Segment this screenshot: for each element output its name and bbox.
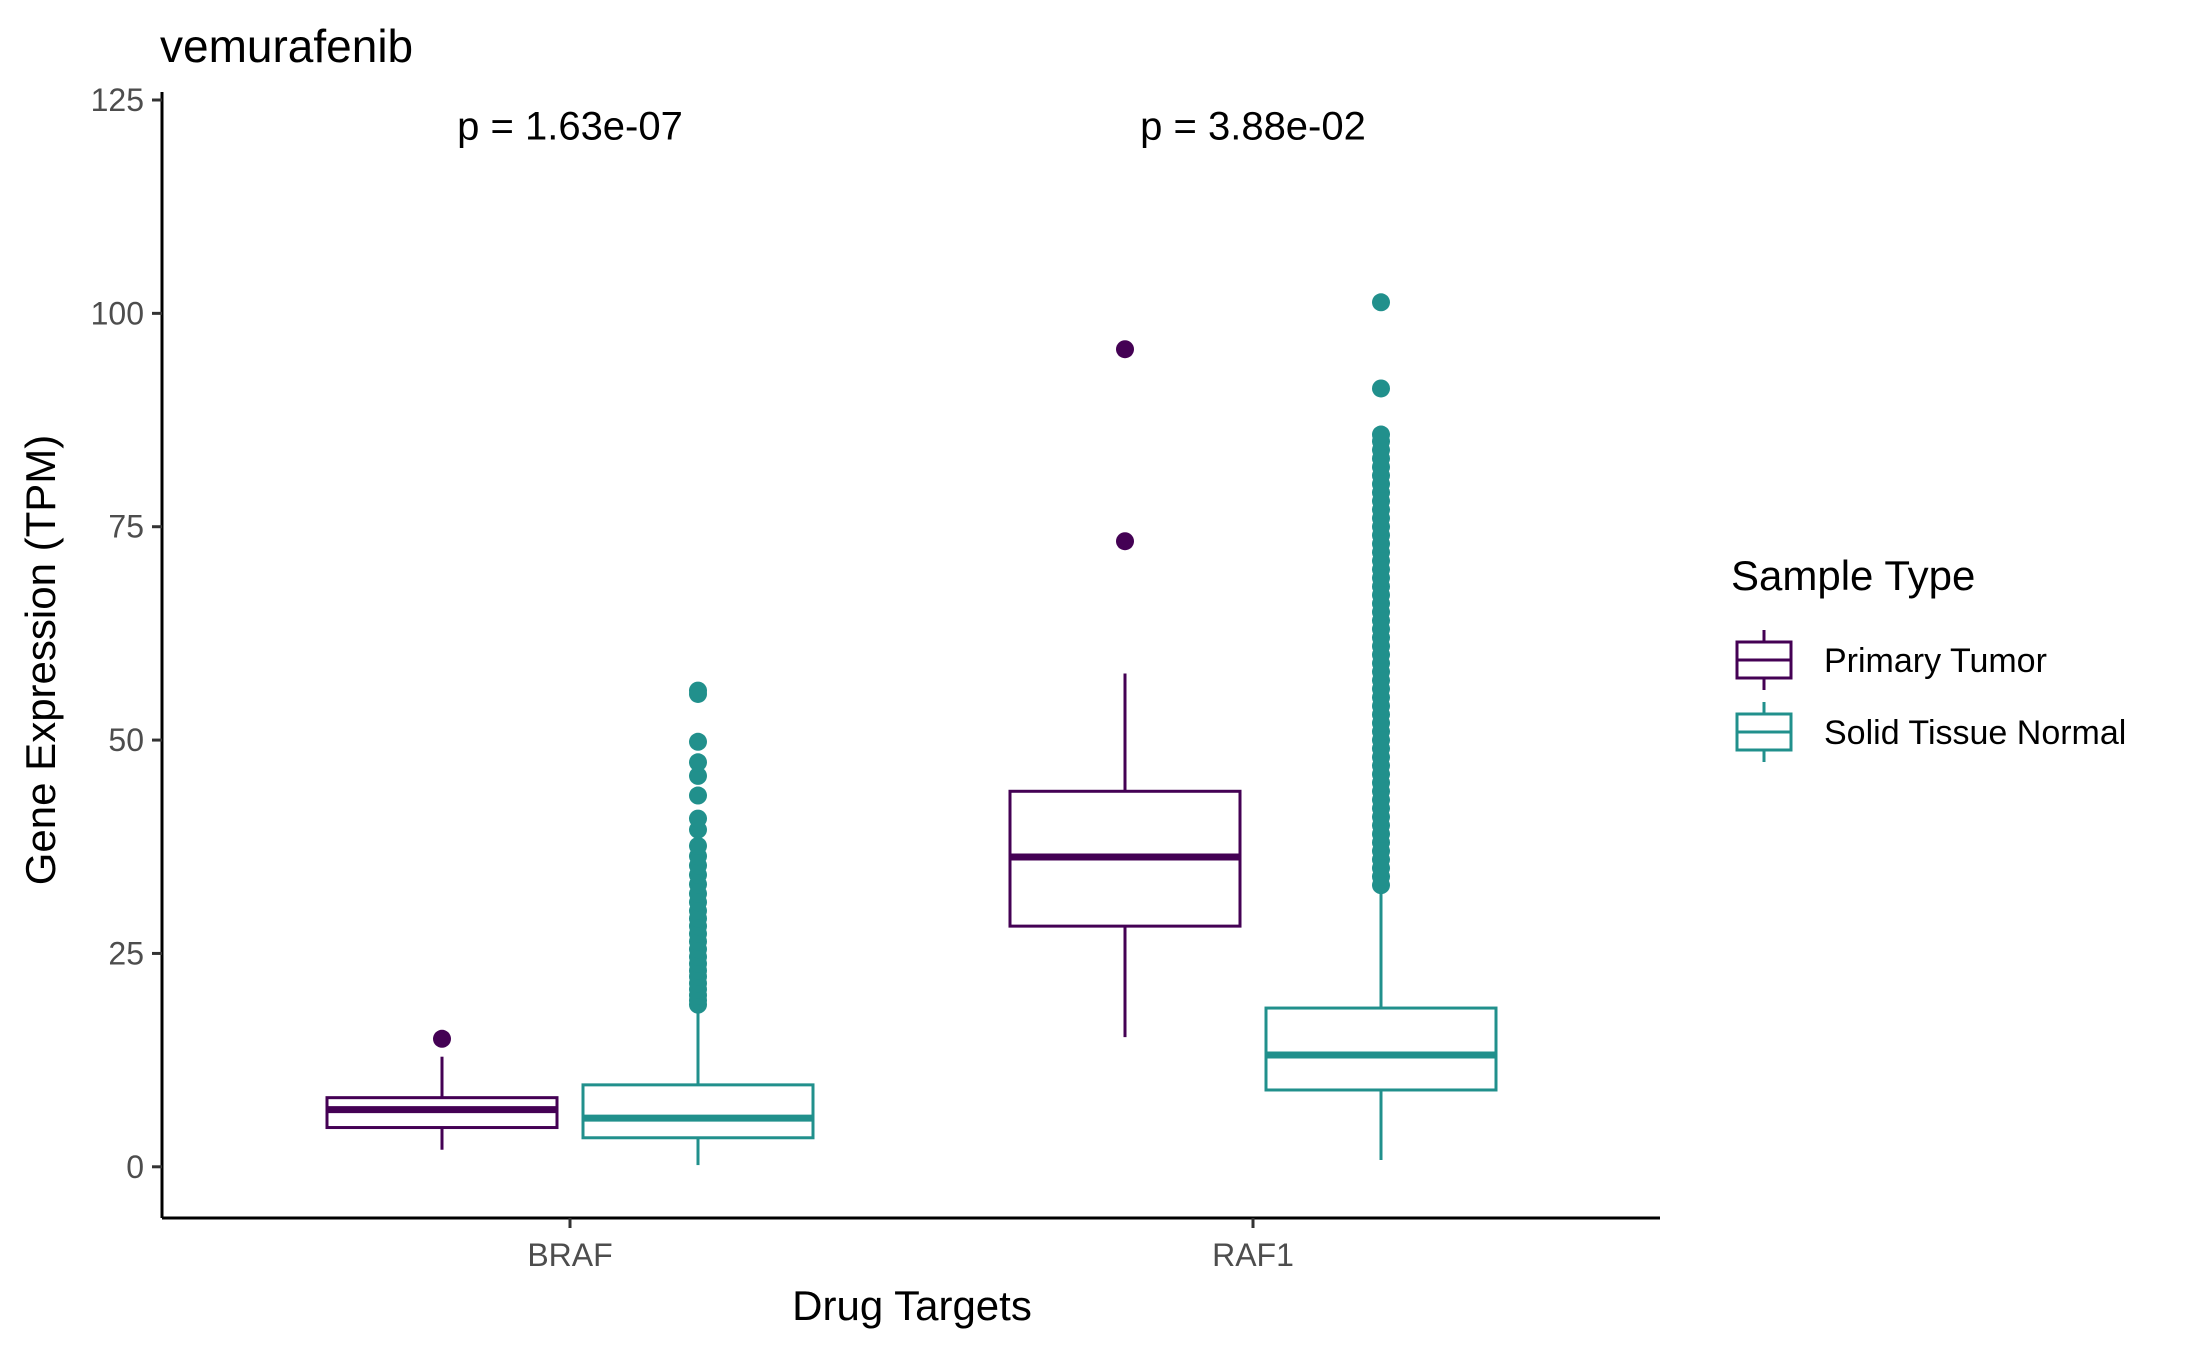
outlier-point [689,836,707,855]
box-body [581,1083,815,1140]
p-value-label-raf1: p = 3.88e-02 [1140,105,1366,149]
outlier-point [689,681,707,700]
outlier-point [689,753,707,772]
box-raf1-solid-tissue-normal [1264,293,1498,1160]
outlier-point [689,809,707,828]
outlier-point [1116,532,1134,551]
outlier-point [433,1029,451,1048]
x-tick-label-raf1: RAF1 [1212,1237,1294,1273]
legend-title: Sample Type [1731,552,1975,599]
x-tick-label-braf: BRAF [527,1237,612,1273]
legend-item-solid-tissue-normal: Solid Tissue Normal [1735,702,2126,762]
y-axis: 0 25 50 75 100 125 [91,82,164,1218]
outlier-point [689,732,707,751]
legend: Sample Type Primary Tumor Solid Tissue No… [1731,552,2126,762]
outlier-point [1372,425,1390,444]
outlier-point [689,786,707,805]
plot-area: p = 1.63e-07 p = 3.88e-02 [325,105,1498,1166]
y-tick-label: 50 [108,722,144,758]
box-body [1264,1006,1498,1092]
p-value-label-braf: p = 1.63e-07 [457,105,683,149]
y-axis-title: Gene Expression (TPM) [17,435,64,885]
legend-label: Solid Tissue Normal [1824,714,2126,752]
legend-item-primary-tumor: Primary Tumor [1735,630,2047,690]
box-raf1-primary-tumor [1008,340,1242,1038]
box-braf-primary-tumor [325,1029,559,1150]
chart-title: vemurafenib [160,20,413,72]
y-tick-label: 25 [108,935,144,971]
x-axis-title: Drug Targets [792,1282,1032,1329]
legend-label: Primary Tumor [1824,642,2047,680]
y-tick-label: 75 [108,509,144,545]
box-braf-solid-tissue-normal [581,681,815,1166]
y-tick-label: 125 [91,82,144,118]
outlier-point [1372,379,1390,398]
outlier-point [1372,293,1390,312]
legend-items: Primary Tumor Solid Tissue Normal [1735,630,2126,762]
outlier-point [1116,340,1134,359]
x-axis: BRAF RAF1 [162,1216,1660,1273]
outlier-point [689,766,707,785]
y-tick-label: 100 [91,295,144,331]
y-tick-label: 0 [126,1149,144,1185]
